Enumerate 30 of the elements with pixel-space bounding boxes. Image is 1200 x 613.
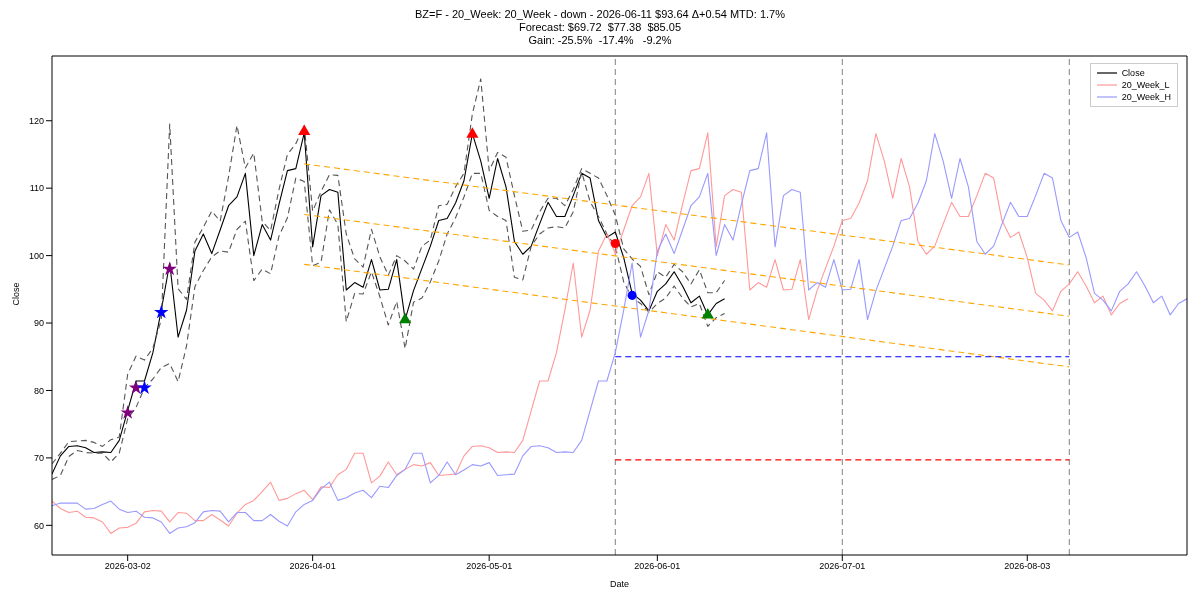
x-axis-title: Date — [609, 579, 630, 589]
y-tick-label: 80 — [33, 385, 44, 396]
x-tick-label: 2026-06-01 — [634, 561, 681, 572]
x-tick-label: 2026-04-01 — [289, 561, 336, 572]
x-tick-label: 2026-08-03 — [1004, 561, 1051, 572]
point — [154, 304, 169, 319]
y-axis-title: Close — [11, 282, 22, 306]
chart-title: BZ=F - 20_Week: 20_Week - down - 2026-06-11 $93.64 Δ+0.54 MTD: 1.7% — [414, 8, 786, 21]
y-tick-label: 70 — [33, 453, 44, 464]
point — [466, 127, 479, 138]
y-tick-label: 120 — [28, 115, 44, 126]
point — [120, 405, 135, 419]
point — [137, 380, 152, 394]
point — [298, 124, 311, 136]
legend-label: Close — [1121, 67, 1145, 79]
point — [162, 261, 177, 276]
y-tick-label: 100 — [28, 250, 44, 261]
point — [610, 238, 620, 248]
chart-subtitle: Forecast: $69.72 $77.38 $85.05 Gain: -25.5% -17.4% -9.2% — [517, 21, 683, 47]
x-tick-label: 2026-03-02 — [104, 561, 151, 572]
point — [627, 290, 637, 300]
x-tick-label: 2026-05-01 — [466, 561, 513, 572]
point — [399, 312, 412, 324]
y-tick-label: 60 — [33, 520, 44, 531]
point — [701, 307, 714, 319]
x-tick-label: 2026-07-01 — [819, 561, 866, 572]
y-tick-label: 90 — [33, 318, 44, 329]
y-tick-label: 110 — [29, 183, 44, 194]
legend-label: 20_Week_L — [1121, 79, 1170, 91]
legend-label: 20_Week_H — [1121, 91, 1171, 103]
